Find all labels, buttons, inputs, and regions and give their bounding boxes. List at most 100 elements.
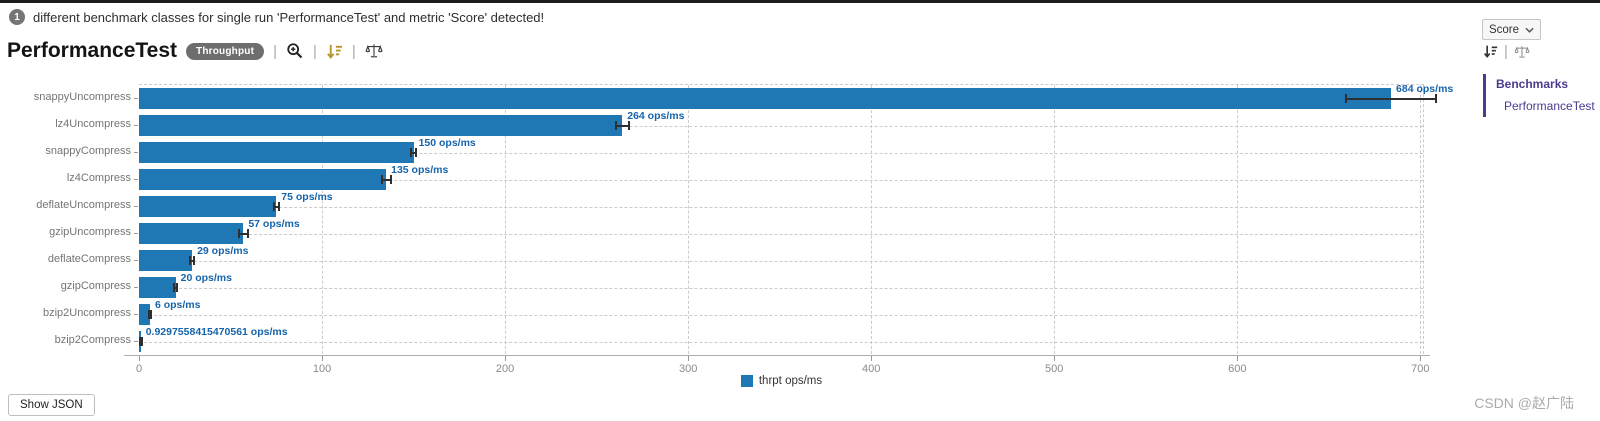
x-tick-mark	[1054, 356, 1056, 361]
chart: 684 ops/ms 264 ops/ms 150 ops/ms 135 ops/ms…	[0, 83, 1460, 406]
error-bar	[173, 283, 178, 292]
value-label: 684 ops/ms	[1396, 83, 1454, 95]
value-label: 264 ops/ms	[627, 110, 685, 122]
x-tick-mark	[1420, 356, 1422, 361]
x-gridline	[1237, 85, 1239, 354]
bar[interactable]	[139, 223, 244, 244]
row-gridline	[139, 233, 1423, 235]
row-gridline	[139, 314, 1423, 316]
row-gridline	[139, 206, 1423, 208]
x-gridline	[688, 85, 690, 354]
y-tick-mark	[134, 340, 138, 342]
category-label: bzip2Uncompress	[42, 307, 131, 319]
row-gridline	[139, 125, 1423, 127]
category-label: snappyUncompress	[33, 91, 131, 103]
value-label: 6 ops/ms	[154, 299, 201, 311]
bar[interactable]	[139, 304, 150, 325]
benchmarks-heading: Benchmarks	[1496, 77, 1569, 91]
zoom-in-icon[interactable]	[286, 42, 304, 60]
value-label: 29 ops/ms	[197, 245, 249, 257]
x-axis-line	[124, 355, 1430, 356]
y-tick-mark	[134, 205, 138, 207]
y-tick-mark	[134, 286, 138, 288]
bar[interactable]	[139, 277, 176, 298]
error-bar	[139, 337, 144, 346]
row-gridline	[139, 287, 1423, 289]
row-gridline	[139, 260, 1423, 262]
x-tick-label: 300	[678, 363, 698, 375]
category-label: gzipUncompress	[49, 226, 131, 238]
error-bar	[614, 121, 630, 130]
x-tick-label: 500	[1045, 363, 1064, 375]
value-label: 57 ops/ms	[248, 218, 300, 230]
x-gridline	[1420, 85, 1422, 354]
x-gridline	[1054, 85, 1056, 354]
x-gridline	[505, 85, 507, 354]
value-label: 75 ops/ms	[281, 191, 333, 203]
notification-bar: 1 different benchmark classes for single…	[9, 9, 544, 25]
sort-icon[interactable]	[1483, 44, 1498, 59]
category-label: deflateUncompress	[36, 199, 131, 211]
metric-select-value: Score	[1488, 23, 1520, 36]
sort-icon[interactable]	[326, 43, 343, 60]
legend-label: thrpt ops/ms	[758, 375, 823, 387]
value-label: 0.9297558415470561 ops/ms	[145, 326, 288, 338]
y-tick-mark	[134, 232, 138, 234]
error-bar	[409, 148, 418, 157]
x-tick-label: 700	[1411, 363, 1430, 375]
show-json-button[interactable]: Show JSON	[8, 394, 95, 416]
divider: |	[1504, 43, 1508, 60]
benchmarks-panel: Benchmarks PerformanceTest	[1483, 74, 1595, 117]
legend-item[interactable]: thrpt ops/ms	[139, 375, 1424, 387]
chevron-down-icon	[1525, 27, 1534, 33]
legend-swatch	[740, 375, 753, 387]
compare-scale-icon[interactable]	[365, 43, 383, 59]
bar[interactable]	[139, 250, 193, 271]
compare-scale-icon[interactable]	[1514, 45, 1530, 59]
y-tick-mark	[134, 97, 138, 99]
category-label: deflateCompress	[47, 253, 131, 265]
x-tick-label: 0	[135, 363, 143, 375]
y-tick-mark	[134, 151, 138, 153]
page-title: PerformanceTest	[7, 39, 178, 62]
error-bar	[237, 229, 249, 238]
category-label: lz4Compress	[66, 172, 131, 184]
bar[interactable]	[139, 196, 277, 217]
x-tick-mark	[322, 356, 324, 361]
error-bar	[1345, 94, 1437, 103]
x-tick-label: 200	[495, 363, 515, 375]
sidebar-toolbar: |	[1483, 44, 1530, 59]
x-tick-mark	[871, 356, 873, 361]
x-tick-mark	[688, 356, 690, 361]
mode-badge: Throughput	[186, 42, 265, 60]
error-bar	[148, 310, 153, 319]
divider: |	[351, 42, 356, 60]
bar[interactable]	[139, 142, 414, 163]
watermark: CSDN @赵广陆	[1474, 395, 1574, 411]
count-badge: 1	[9, 9, 25, 25]
bar[interactable]	[139, 88, 1392, 109]
row-gridline	[139, 152, 1423, 154]
notification-text: different benchmark classes for single r…	[33, 9, 545, 25]
header: PerformanceTest Throughput | | |	[7, 39, 383, 63]
error-bar	[380, 175, 392, 184]
metric-select[interactable]: Score	[1482, 19, 1541, 40]
bar[interactable]	[139, 169, 387, 190]
x-gridline	[322, 85, 324, 354]
y-tick-mark	[134, 178, 138, 180]
category-label: lz4Uncompress	[55, 118, 131, 130]
x-tick-label: 100	[312, 363, 332, 375]
divider: |	[273, 42, 278, 60]
x-gridline	[871, 85, 873, 354]
sidebar-item-performancetest[interactable]: PerformanceTest	[1504, 99, 1595, 113]
x-tick-label: 400	[862, 363, 881, 375]
divider: |	[313, 42, 317, 60]
x-tick-mark	[139, 356, 140, 361]
value-label: 20 ops/ms	[180, 272, 232, 284]
row-gridline	[139, 179, 1423, 181]
error-bar	[272, 202, 280, 211]
row-gridline	[139, 341, 1423, 343]
plot-area: 684 ops/ms 264 ops/ms 150 ops/ms 135 ops/ms…	[139, 83, 1453, 354]
bar[interactable]	[139, 115, 623, 136]
y-tick-mark	[134, 124, 138, 126]
